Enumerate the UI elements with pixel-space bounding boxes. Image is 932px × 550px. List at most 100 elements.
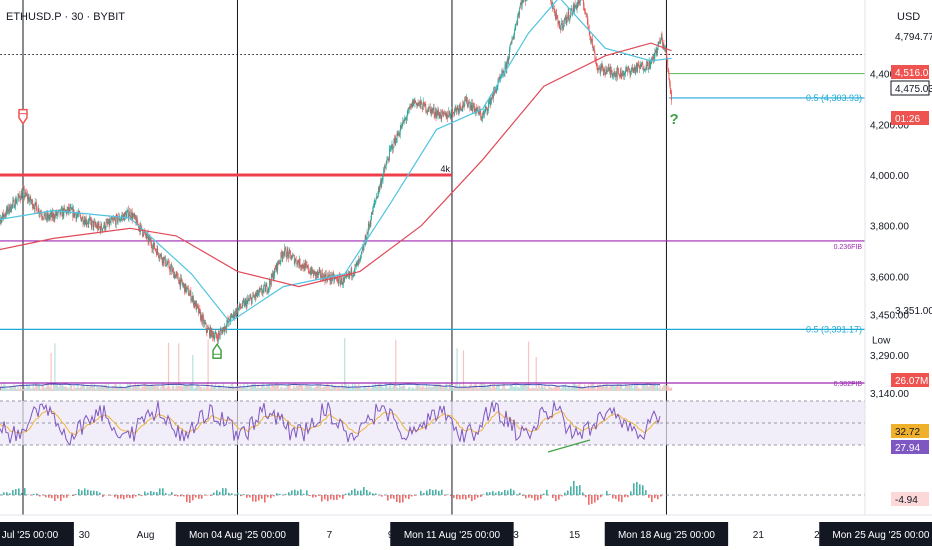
volume-bar-16 — [1, 386, 4, 391]
candle-816 — [512, 38, 514, 40]
volume-bar-150 — [87, 386, 89, 391]
candle-593 — [370, 219, 372, 225]
level-label-fib-05-upper: 0.5 (4,303.93) — [806, 93, 862, 103]
candle-628 — [392, 147, 394, 150]
x-date-box-bg — [0, 522, 74, 546]
candle-483 — [300, 266, 302, 268]
volume-bar-170 — [100, 385, 102, 391]
price-tag-last-price-box — [890, 80, 930, 96]
volume-bar-730 — [457, 386, 459, 391]
candle-888 — [558, 21, 560, 25]
candle-1043 — [657, 42, 659, 48]
candle-221 — [133, 214, 134, 216]
candle-473 — [293, 255, 295, 264]
candle-429 — [265, 284, 267, 287]
candle-280 — [170, 266, 172, 268]
candle-313 — [191, 297, 193, 300]
candle-1028 — [648, 68, 649, 70]
volume-bar-350 — [215, 383, 217, 391]
histogram-bar-12 — [12, 490, 14, 495]
currency-label[interactable]: USD — [897, 11, 920, 23]
volume-bar-276 — [167, 342, 170, 391]
volume-bar-722 — [452, 388, 454, 391]
candle-907 — [570, 8, 572, 11]
symbol-title[interactable]: ETHUSD.P · 30 · BYBIT — [6, 11, 125, 23]
histogram-bar-273 — [273, 495, 275, 497]
candle-682 — [427, 110, 429, 111]
candle-317 — [194, 301, 196, 307]
candle-958 — [603, 69, 605, 72]
volume-bar-580 — [361, 388, 364, 391]
volume-bar-152 — [88, 387, 90, 391]
volume-bar-690 — [432, 386, 434, 391]
volume-bar-488 — [303, 388, 305, 391]
candle-1036 — [653, 57, 655, 60]
candle-712 — [446, 114, 448, 119]
candle-588 — [367, 232, 369, 233]
histogram-bar-252 — [252, 495, 254, 502]
price-tag-countdown: 01:26 — [891, 111, 929, 125]
volume-value-tag-box — [891, 373, 929, 387]
x-tick-label: 21 — [753, 530, 765, 541]
volume-bar-20 — [4, 384, 6, 391]
candle-904 — [569, 18, 570, 20]
candle-47 — [21, 191, 23, 198]
candle-344 — [211, 328, 213, 333]
candle-513 — [319, 270, 321, 272]
candle-306 — [187, 287, 189, 289]
candle-271 — [164, 256, 166, 266]
candle-780 — [489, 97, 491, 105]
candle-547 — [341, 277, 342, 282]
volume-bar-906 — [570, 388, 572, 391]
candle-161 — [94, 221, 96, 226]
histogram-bar-123 — [123, 495, 125, 500]
candle-678 — [424, 104, 426, 107]
volume-bar-500 — [310, 387, 313, 391]
candle-982 — [618, 73, 620, 77]
volume-bar-214 — [128, 384, 130, 391]
price-axis[interactable]: 4,400.004,200.004,000.003,800.003,600.00… — [870, 0, 932, 506]
candle-831 — [522, 0, 524, 2]
volume-bar-896 — [563, 386, 565, 391]
candle-109 — [61, 208, 63, 217]
volume-bar-1050 — [662, 386, 664, 391]
candle-733 — [459, 104, 461, 108]
volume-bar-422 — [261, 385, 263, 391]
volume-bar-202 — [120, 386, 122, 391]
candle-170 — [100, 224, 102, 232]
candle-745 — [467, 104, 469, 106]
candle-89 — [48, 217, 50, 219]
volume-bar-408 — [252, 383, 254, 391]
histogram-bar-285 — [285, 493, 287, 495]
candle-762 — [478, 111, 480, 115]
candle-200 — [119, 219, 121, 221]
volume-bar-576 — [359, 385, 361, 391]
histogram-bar-354 — [354, 488, 356, 495]
candle-113 — [64, 207, 65, 210]
candle-968 — [609, 68, 611, 74]
histogram-bar-366 — [366, 489, 368, 495]
candle-1019 — [642, 64, 644, 70]
histogram-bar-342 — [342, 495, 344, 499]
volume-bar-116 — [65, 386, 68, 391]
candle-735 — [461, 109, 462, 111]
volume-bar-456 — [282, 388, 285, 391]
x-date-label: Mon 04 Aug '25 00:00 — [189, 530, 286, 541]
candle-49 — [23, 189, 25, 190]
volume-bar-70 — [36, 383, 38, 391]
candle-385 — [237, 308, 239, 313]
candle-1011 — [637, 64, 639, 71]
chart-markers: ? — [18, 108, 679, 360]
volume-bar-916 — [576, 385, 578, 391]
candle-53 — [25, 191, 27, 196]
volume-bar-490 — [304, 386, 306, 391]
volume-bar-1062 — [669, 387, 671, 391]
candle-351 — [216, 332, 217, 337]
histogram-bar-63 — [63, 495, 65, 498]
y-tick-label: 3,140.00 — [870, 389, 909, 400]
candle-806 — [506, 62, 508, 70]
candle-893 — [561, 20, 563, 29]
volume-bar-842 — [529, 388, 531, 391]
